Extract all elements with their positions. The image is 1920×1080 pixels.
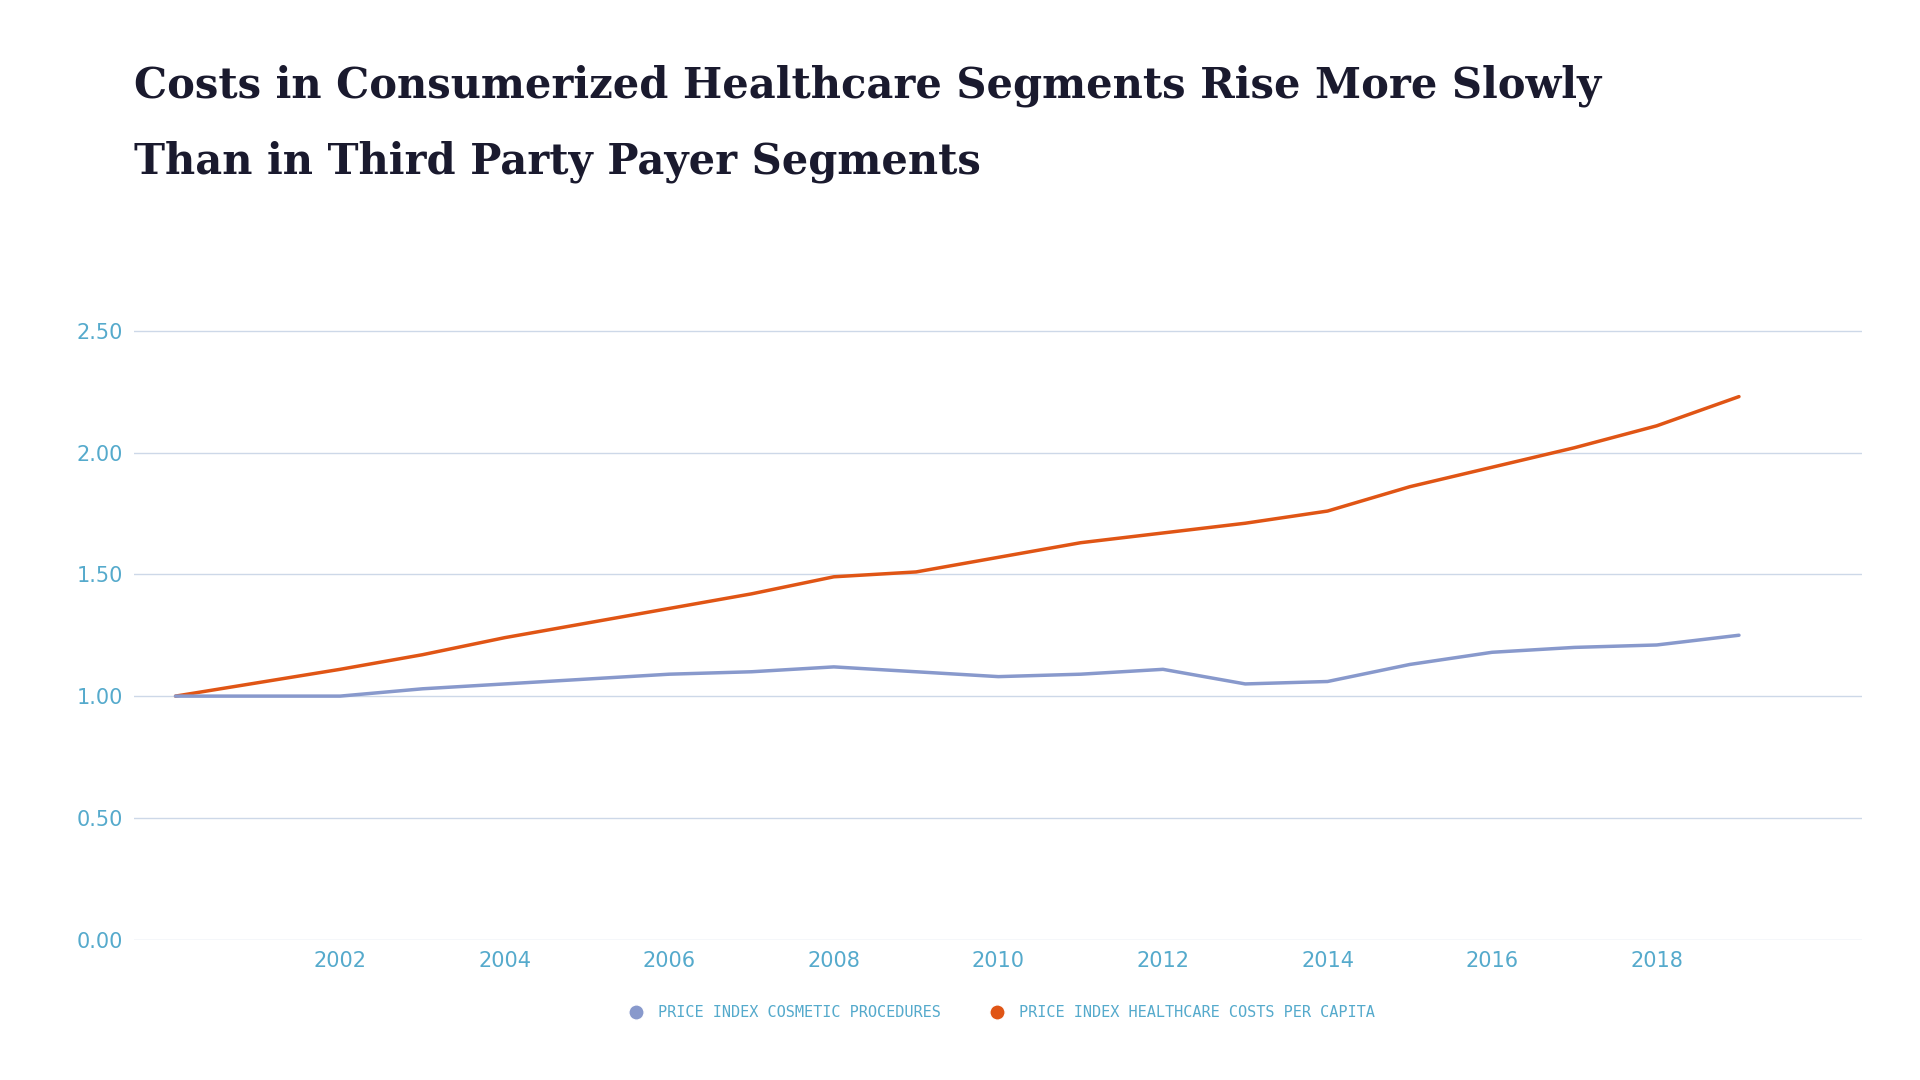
Legend: PRICE INDEX COSMETIC PROCEDURES, PRICE INDEX HEALTHCARE COSTS PER CAPITA: PRICE INDEX COSMETIC PROCEDURES, PRICE I… <box>622 1004 1375 1020</box>
Text: Than in Third Party Payer Segments: Than in Third Party Payer Segments <box>134 140 981 183</box>
Text: Costs in Consumerized Healthcare Segments Rise More Slowly: Costs in Consumerized Healthcare Segment… <box>134 65 1601 107</box>
